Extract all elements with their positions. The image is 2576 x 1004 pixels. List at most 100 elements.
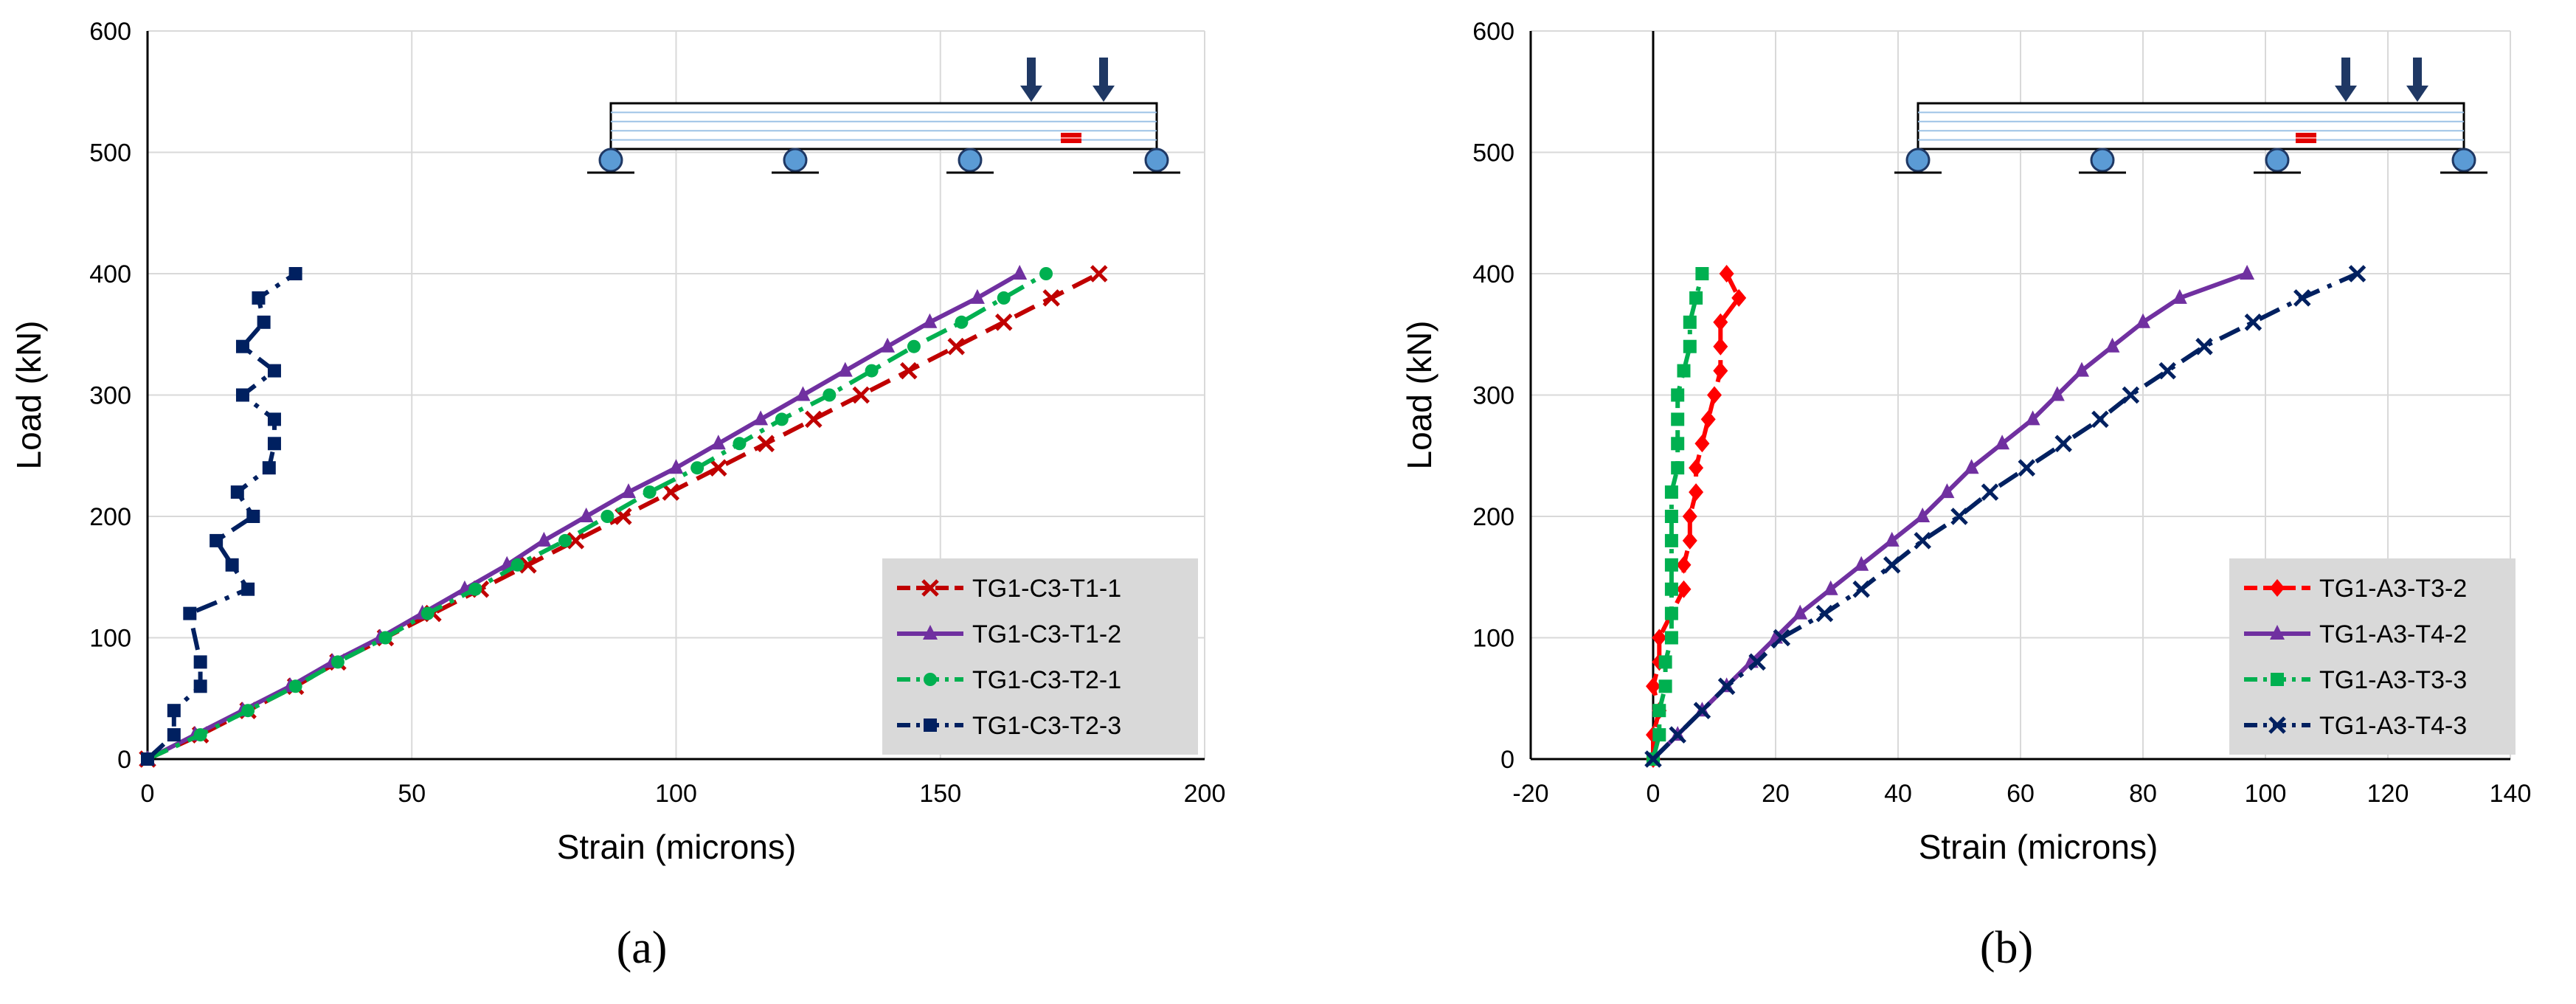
data-point bbox=[1689, 459, 1704, 477]
data-point bbox=[955, 315, 969, 329]
marker-stroke bbox=[1090, 265, 1108, 283]
data-point bbox=[167, 728, 181, 742]
data-point bbox=[1012, 265, 1028, 280]
data-point bbox=[1652, 704, 1666, 718]
series-TG1-A3-T3-2 bbox=[1646, 265, 1747, 768]
y-axis-title: Load (kN) bbox=[10, 321, 48, 470]
data-point bbox=[2172, 288, 2187, 304]
support-icon bbox=[2090, 148, 2115, 173]
data-point bbox=[1981, 483, 1999, 501]
x-tick-label: 50 bbox=[398, 780, 426, 808]
marker-stroke bbox=[710, 459, 727, 477]
data-point bbox=[2049, 386, 2065, 401]
load-arrow-icon bbox=[2335, 86, 2357, 102]
x-tick-label: 80 bbox=[2129, 780, 2157, 808]
support-icon bbox=[1905, 148, 1931, 173]
data-point bbox=[1693, 702, 1711, 719]
data-point bbox=[1664, 510, 1678, 523]
data-point bbox=[1694, 435, 1710, 453]
data-point bbox=[1815, 604, 1834, 623]
data-point bbox=[210, 533, 224, 547]
y-tick-label: 100 bbox=[89, 625, 131, 653]
legend-label: TG1-C3-T2-1 bbox=[972, 666, 1121, 694]
legend-marker bbox=[921, 579, 939, 597]
data-point bbox=[288, 679, 302, 693]
series-line bbox=[1651, 271, 2358, 761]
data-point bbox=[1884, 531, 1900, 547]
data-point bbox=[880, 337, 896, 353]
marker-stroke bbox=[757, 435, 775, 453]
data-point bbox=[246, 510, 260, 523]
x-tick-label: 200 bbox=[1184, 780, 1226, 808]
marker-stroke bbox=[1042, 289, 1060, 307]
data-point bbox=[235, 339, 249, 353]
data-point bbox=[662, 483, 680, 501]
data-point bbox=[710, 459, 727, 477]
data-point bbox=[141, 752, 154, 766]
data-point bbox=[468, 582, 482, 596]
y-tick-label: 200 bbox=[1472, 503, 1514, 531]
data-point bbox=[1713, 337, 1728, 356]
data-point bbox=[1915, 508, 1931, 522]
data-point bbox=[899, 361, 918, 380]
data-point bbox=[2025, 410, 2040, 426]
marker-stroke bbox=[805, 410, 823, 429]
marker-stroke bbox=[1815, 604, 1834, 623]
data-point bbox=[1671, 388, 1685, 402]
data-point bbox=[1700, 410, 1716, 429]
data-point bbox=[2018, 459, 2036, 477]
data-point bbox=[1664, 485, 1678, 499]
data-point bbox=[1039, 267, 1053, 280]
data-point bbox=[969, 288, 985, 304]
data-point bbox=[2240, 265, 2255, 280]
data-point bbox=[1652, 629, 1667, 647]
legend-label: TG1-A3-T3-3 bbox=[2319, 666, 2467, 694]
data-point bbox=[1823, 580, 1838, 595]
legend-item: TG1-C3-T2-1 bbox=[897, 666, 1121, 694]
data-point bbox=[1042, 289, 1060, 307]
legend: TG1-A3-T3-2 TG1-A3-T4-2 TG1-A3-T3-3 TG1-A3-… bbox=[2229, 558, 2516, 755]
data-point bbox=[907, 339, 921, 353]
series-TG1-C3-T2-3 bbox=[141, 267, 302, 766]
data-point bbox=[2136, 313, 2150, 328]
legend-label: TG1-C3-T2-3 bbox=[972, 712, 1121, 740]
data-point bbox=[1854, 555, 1869, 571]
marker-stroke bbox=[2018, 459, 2036, 477]
panel-caption: (b) bbox=[1980, 923, 2033, 973]
y-tick-label: 600 bbox=[89, 18, 131, 46]
data-point bbox=[1719, 265, 1734, 283]
legend: TG1-C3-T1-1 TG1-C3-T1-2 TG1-C3-T2-1 TG1-C3-… bbox=[882, 558, 1198, 755]
y-tick-label: 300 bbox=[1472, 382, 1514, 410]
data-point bbox=[1731, 288, 1747, 307]
legend-label: TG1-C3-T1-1 bbox=[972, 575, 1121, 603]
x-tick-label: 60 bbox=[2007, 780, 2035, 808]
legend-marker bbox=[2270, 579, 2285, 597]
data-point bbox=[994, 314, 1013, 331]
legend-marker bbox=[2268, 716, 2286, 734]
load-arrow-icon bbox=[1093, 86, 1115, 102]
data-point bbox=[252, 291, 266, 305]
data-point bbox=[1664, 558, 1678, 572]
marker-stroke bbox=[947, 337, 966, 356]
data-point bbox=[753, 410, 769, 426]
data-point bbox=[225, 558, 239, 572]
legend-label: TG1-A3-T4-2 bbox=[2319, 620, 2467, 648]
data-point bbox=[193, 679, 207, 693]
x-tick-label: 0 bbox=[1647, 780, 1661, 808]
marker-stroke bbox=[852, 386, 870, 404]
data-point bbox=[1683, 339, 1697, 353]
data-point bbox=[1748, 653, 1766, 671]
marker-stroke bbox=[2054, 435, 2072, 453]
data-point bbox=[1995, 435, 2010, 450]
marker-stroke bbox=[614, 508, 632, 525]
legend-label: TG1-A3-T4-3 bbox=[2319, 712, 2467, 740]
data-point bbox=[1676, 580, 1692, 598]
data-point bbox=[1950, 508, 1968, 525]
marker-stroke bbox=[1981, 483, 1999, 501]
beam-outline bbox=[1917, 102, 2465, 150]
data-point bbox=[1717, 677, 1736, 696]
marker-stroke bbox=[994, 314, 1013, 331]
y-tick-label: 100 bbox=[1472, 625, 1514, 653]
marker-stroke bbox=[1852, 580, 1870, 598]
data-point bbox=[668, 459, 684, 474]
